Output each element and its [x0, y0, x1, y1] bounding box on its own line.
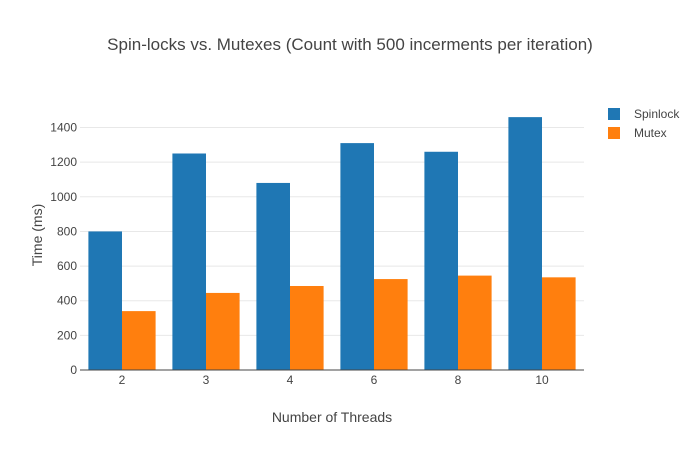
- y-tick-label: 200: [57, 328, 77, 342]
- y-tick-label: 800: [57, 224, 77, 238]
- legend-swatch-spinlock[interactable]: [608, 108, 620, 120]
- bar-spinlock-2[interactable]: [88, 231, 122, 370]
- x-tick-labels: 2 3 4 6 8 10: [119, 373, 549, 387]
- bar-spinlock-6[interactable]: [340, 143, 374, 370]
- y-tick-label: 600: [57, 259, 77, 273]
- bar-mutex-4[interactable]: [290, 285, 324, 370]
- bar-spinlock-10[interactable]: [508, 117, 542, 371]
- y-tick-label: 1200: [50, 155, 77, 169]
- x-tick-label: 8: [455, 373, 462, 387]
- bar-spinlock-4[interactable]: [256, 182, 290, 370]
- bar-mutex-6[interactable]: [374, 279, 408, 370]
- x-tick-label: 2: [119, 373, 126, 387]
- x-tick-label: 3: [203, 373, 210, 387]
- chart-title: Spin-locks vs. Mutexes (Count with 500 i…: [107, 35, 593, 54]
- bar-mutex-2[interactable]: [122, 311, 156, 370]
- y-tick-labels: 0 200 400 600 800 1000 1200 1400: [50, 121, 77, 377]
- y-axis-label: Time (ms): [29, 204, 45, 266]
- bar-mutex-8[interactable]: [458, 275, 492, 370]
- bars-layer: [88, 117, 576, 371]
- legend-label-mutex[interactable]: Mutex: [634, 126, 667, 140]
- x-axis-label: Number of Threads: [272, 409, 392, 425]
- bar-spinlock-8[interactable]: [424, 151, 458, 370]
- x-tick-label: 10: [535, 373, 549, 387]
- bar-spinlock-3[interactable]: [172, 153, 206, 370]
- legend-swatch-mutex[interactable]: [608, 127, 620, 139]
- x-tick-label: 6: [371, 373, 378, 387]
- bar-mutex-3[interactable]: [206, 292, 240, 370]
- grid-layer: [80, 127, 584, 336]
- y-tick-label: 1400: [50, 121, 77, 135]
- y-tick-label: 400: [57, 294, 77, 308]
- bar-mutex-10[interactable]: [542, 277, 576, 370]
- legend[interactable]: Spinlock Mutex: [608, 107, 680, 140]
- y-tick-label: 0: [70, 363, 77, 377]
- legend-label-spinlock[interactable]: Spinlock: [634, 107, 680, 121]
- y-tick-label: 1000: [50, 190, 77, 204]
- x-tick-label: 4: [287, 373, 294, 387]
